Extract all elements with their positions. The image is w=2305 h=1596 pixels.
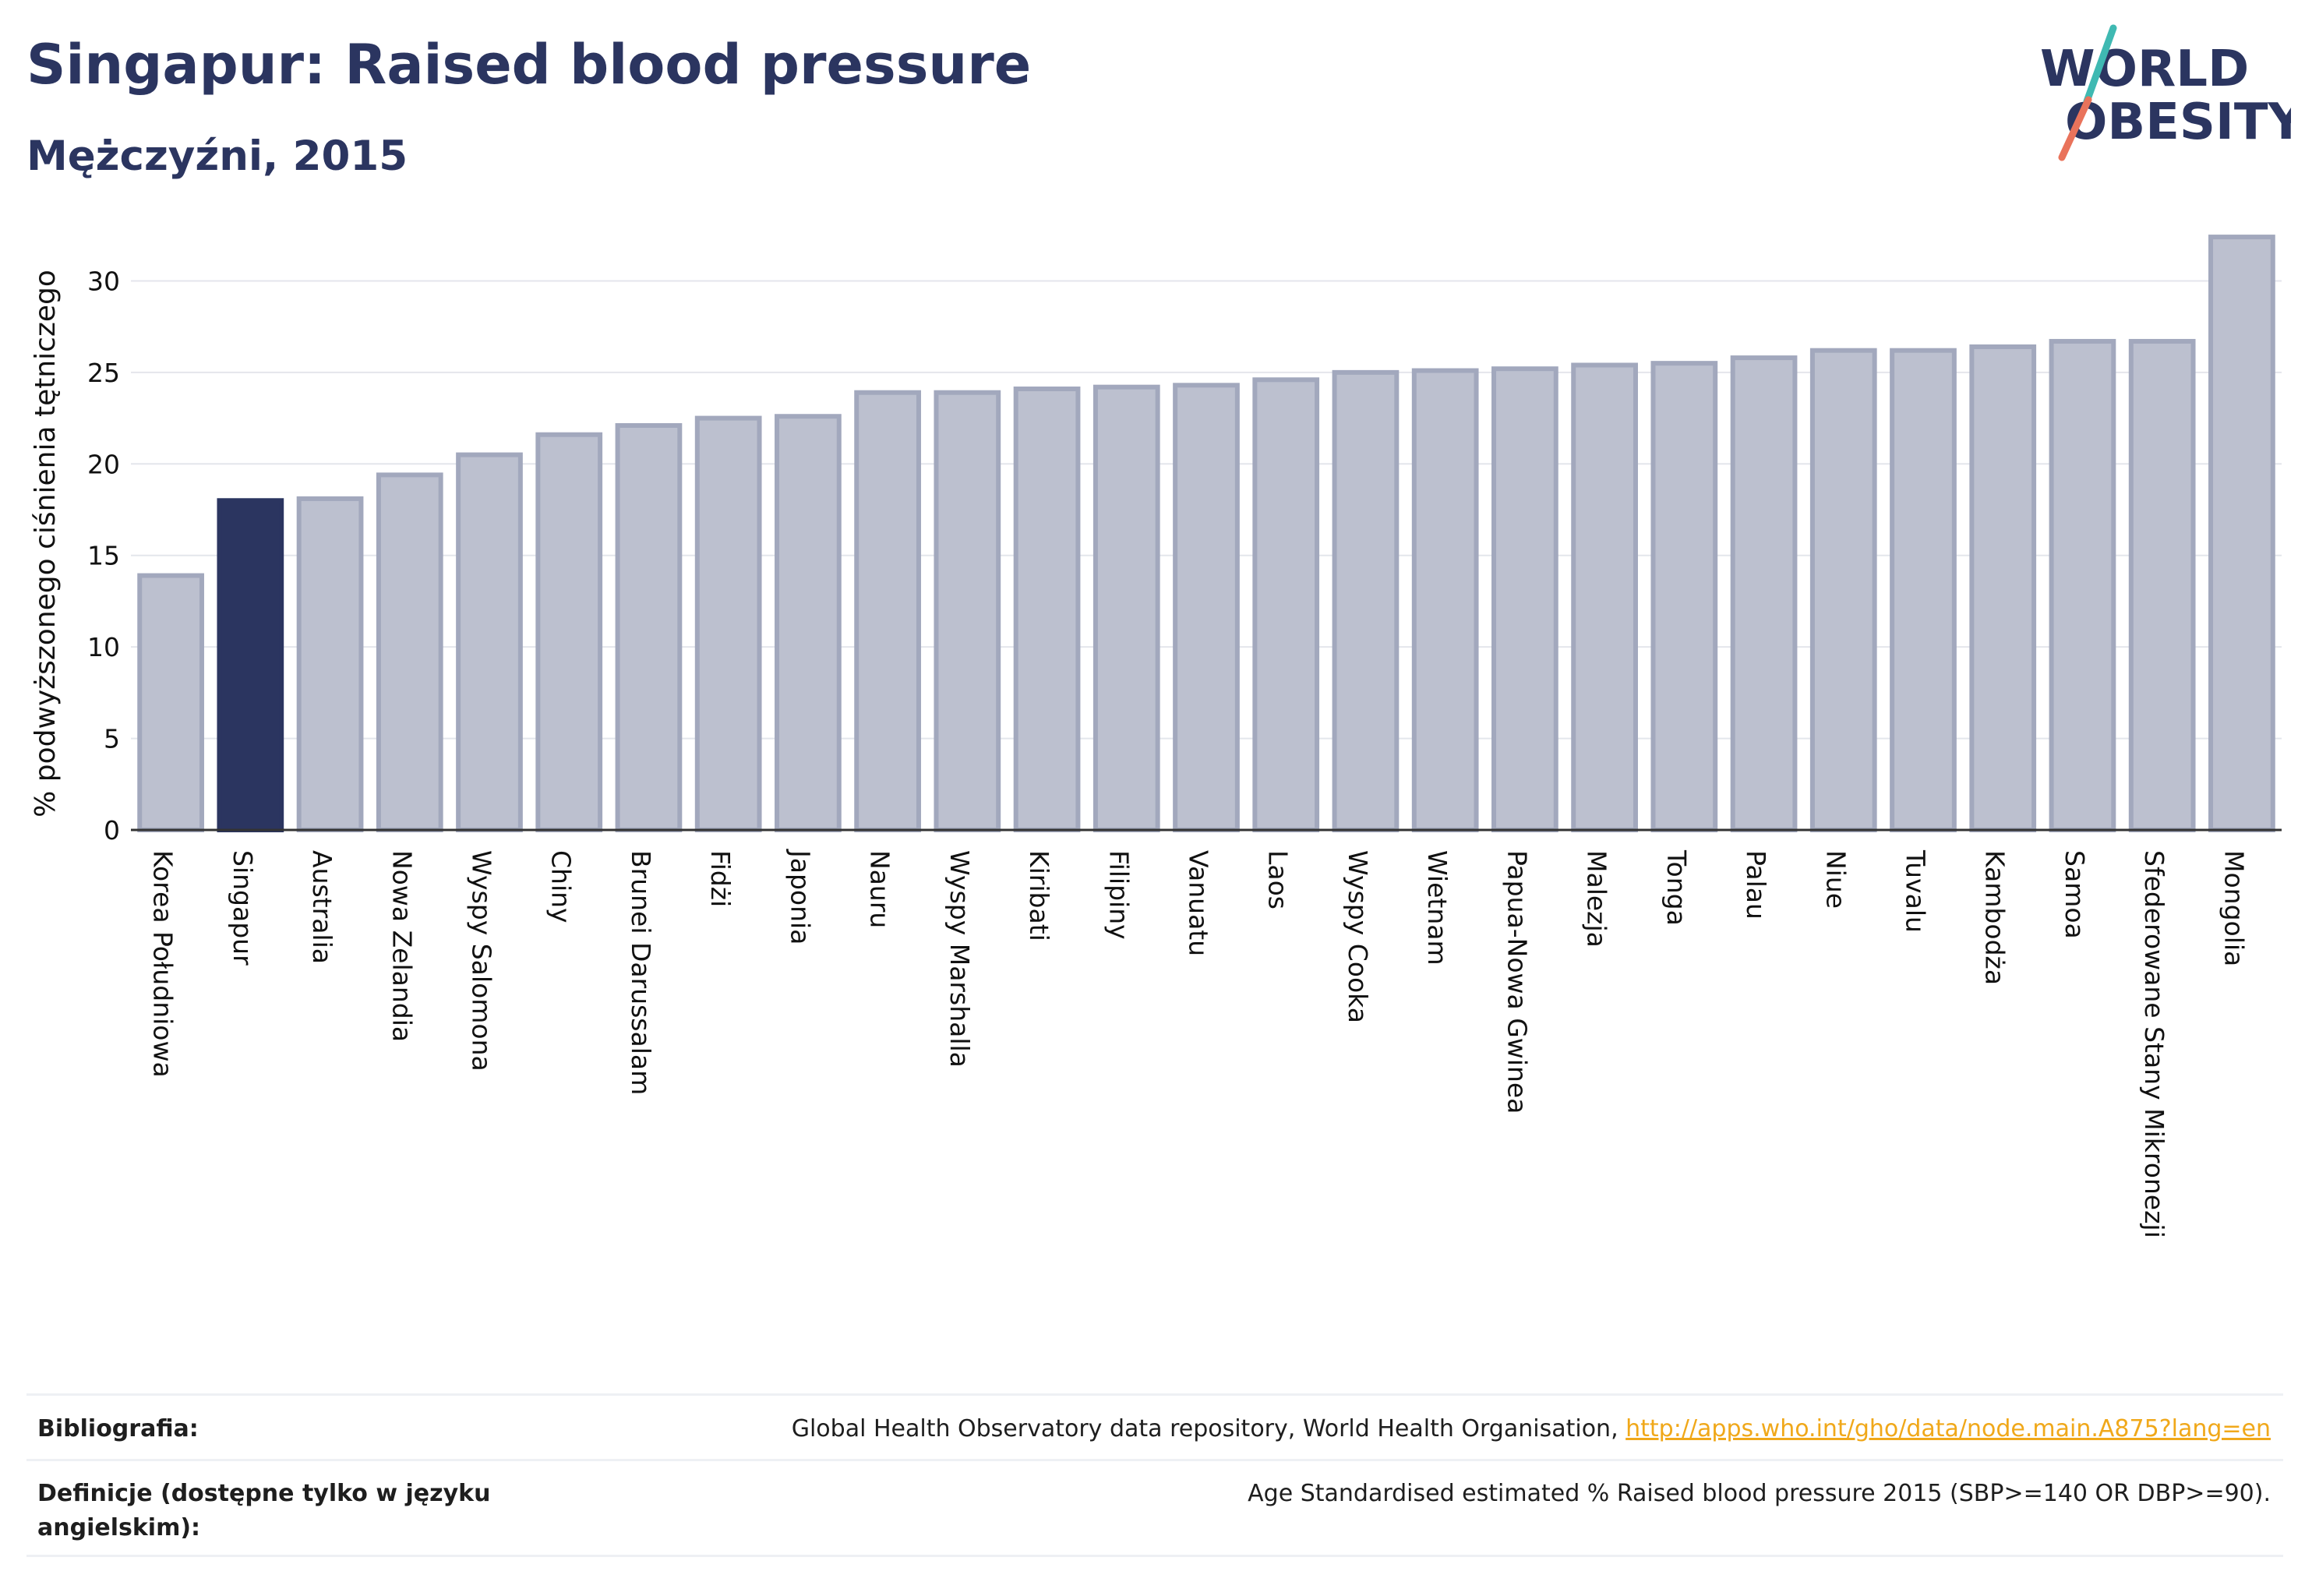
bar-nowa-zelandia (376, 472, 443, 832)
x-tick-label: Kambodża (1980, 850, 2010, 985)
bar-brunei-darussalam (615, 422, 683, 832)
bar-palau (1730, 355, 1798, 833)
x-tick-label: Mongolia (2219, 850, 2249, 966)
bibliography-link[interactable]: http://apps.who.int/gho/data/node.main.A… (1626, 1415, 2271, 1442)
definitions-text: Age Standardised estimated % Raised bloo… (1248, 1480, 2271, 1507)
x-tick-label: Niue (1820, 850, 1851, 909)
bar-wyspy-marshalla (934, 390, 1001, 833)
bar-sfederowane-stany-mikronezji (2128, 338, 2196, 833)
logo-line-2: OBESITY (2065, 94, 2291, 151)
bibliography-source: Global Health Observatory data repositor… (791, 1415, 1626, 1442)
x-tick-label: Australia (307, 850, 337, 964)
y-tick-label-15: 15 (87, 541, 120, 571)
bar-kambodża (1969, 344, 2037, 832)
bar-wietnam (1411, 368, 1479, 833)
world-obesity-logo: WORLD OBESITY (2040, 24, 2291, 161)
y-axis-label: % podwyższonego ciśnienia tętniczego (30, 270, 62, 817)
bibliography-text: Global Health Observatory data repositor… (792, 1412, 2271, 1446)
x-tick-label: Samoa (2060, 850, 2090, 939)
x-tick-label: Singapur (228, 850, 258, 966)
x-tick-label: Brunei Darussalam (626, 850, 656, 1095)
x-tick-label: Kiribati (1024, 850, 1054, 941)
y-tick-label-10: 10 (87, 632, 120, 662)
bibliography-label: Bibliografia: (37, 1415, 199, 1442)
page-subtitle: Mężczyźni, 2015 (26, 132, 408, 180)
y-tick-label-0: 0 (104, 815, 120, 846)
x-tick-label: Nauru (865, 850, 895, 928)
bar-niue (1809, 348, 1877, 832)
bar-samoa (2049, 338, 2116, 833)
y-tick-label-30: 30 (87, 266, 120, 296)
bar-nauru (854, 390, 921, 833)
logo-slash-coral (2058, 96, 2092, 161)
bar-chiny (535, 432, 603, 833)
bar-singapur (217, 498, 284, 832)
x-tick-label: Vanuatu (1184, 850, 1214, 956)
bar-tonga (1650, 361, 1718, 832)
x-tick-label: Palau (1741, 850, 1771, 920)
x-tick-label: Wietnam (1422, 850, 1453, 966)
bar-laos (1252, 377, 1320, 833)
x-tick-label: Tuvalu (1901, 849, 1931, 933)
x-tick-label: Filipiny (1103, 850, 1134, 940)
bar-wyspy-salomona (456, 452, 523, 832)
bars (137, 235, 2275, 833)
bar-papua-nowa-gwinea (1491, 366, 1558, 832)
page-title: Singapur: Raised blood pressure (26, 33, 1032, 97)
bar-korea-południowa (137, 573, 204, 832)
logo-slash-teal (2083, 24, 2117, 105)
definitions-label: Definicje (dostępne tylko w języku angie… (37, 1480, 491, 1541)
x-tick-label: Japonia (785, 849, 815, 945)
x-tick-label: Malezja (1582, 850, 1612, 948)
footer-divider-middle (26, 1459, 2283, 1461)
x-tick-label: Wyspy Salomona (467, 850, 497, 1072)
bar-filipiny (1092, 384, 1160, 832)
bar-kiribati (1013, 387, 1081, 832)
x-tick-label: Papua-Nowa Gwinea (1502, 850, 1532, 1114)
bar-australia (296, 496, 364, 832)
y-tick-label-20: 20 (87, 449, 120, 479)
bar-wyspy-cooka (1332, 369, 1400, 832)
x-tick-label: Wyspy Cooka (1343, 850, 1373, 1023)
x-tick-label: Chiny (546, 850, 577, 923)
x-tick-label: Sfederowane Stany Mikronezji (2139, 850, 2169, 1238)
bar-tuvalu (1890, 348, 1957, 832)
x-tick-label: Nowa Zelandia (387, 850, 417, 1042)
x-tick-label: Tonga (1661, 849, 1692, 926)
x-tick-label: Korea Południowa (148, 850, 178, 1078)
bar-chart: 0 5 10 15 20 25 30 Korea Południowa Singapur Aust… (30, 235, 2282, 1238)
bar-vanuatu (1173, 383, 1240, 832)
bar-malezja (1571, 362, 1638, 832)
y-tick-label-5: 5 (104, 724, 120, 754)
footer-divider-bottom (26, 1555, 2283, 1557)
bar-japonia (775, 414, 842, 832)
y-tick-label-25: 25 (87, 358, 120, 388)
x-tick-label: Laos (1263, 850, 1294, 909)
tick-labels: 0 5 10 15 20 25 30 Korea Południowa Singapur Aust… (87, 266, 2249, 1238)
footer-divider-top (26, 1393, 2283, 1396)
logo-line-1: WORLD (2040, 41, 2249, 98)
x-tick-label: Fidżi (705, 850, 736, 907)
bar-mongolia (2208, 235, 2275, 833)
x-tick-label: Wyspy Marshalla (944, 850, 975, 1068)
bar-fidżi (694, 415, 762, 832)
